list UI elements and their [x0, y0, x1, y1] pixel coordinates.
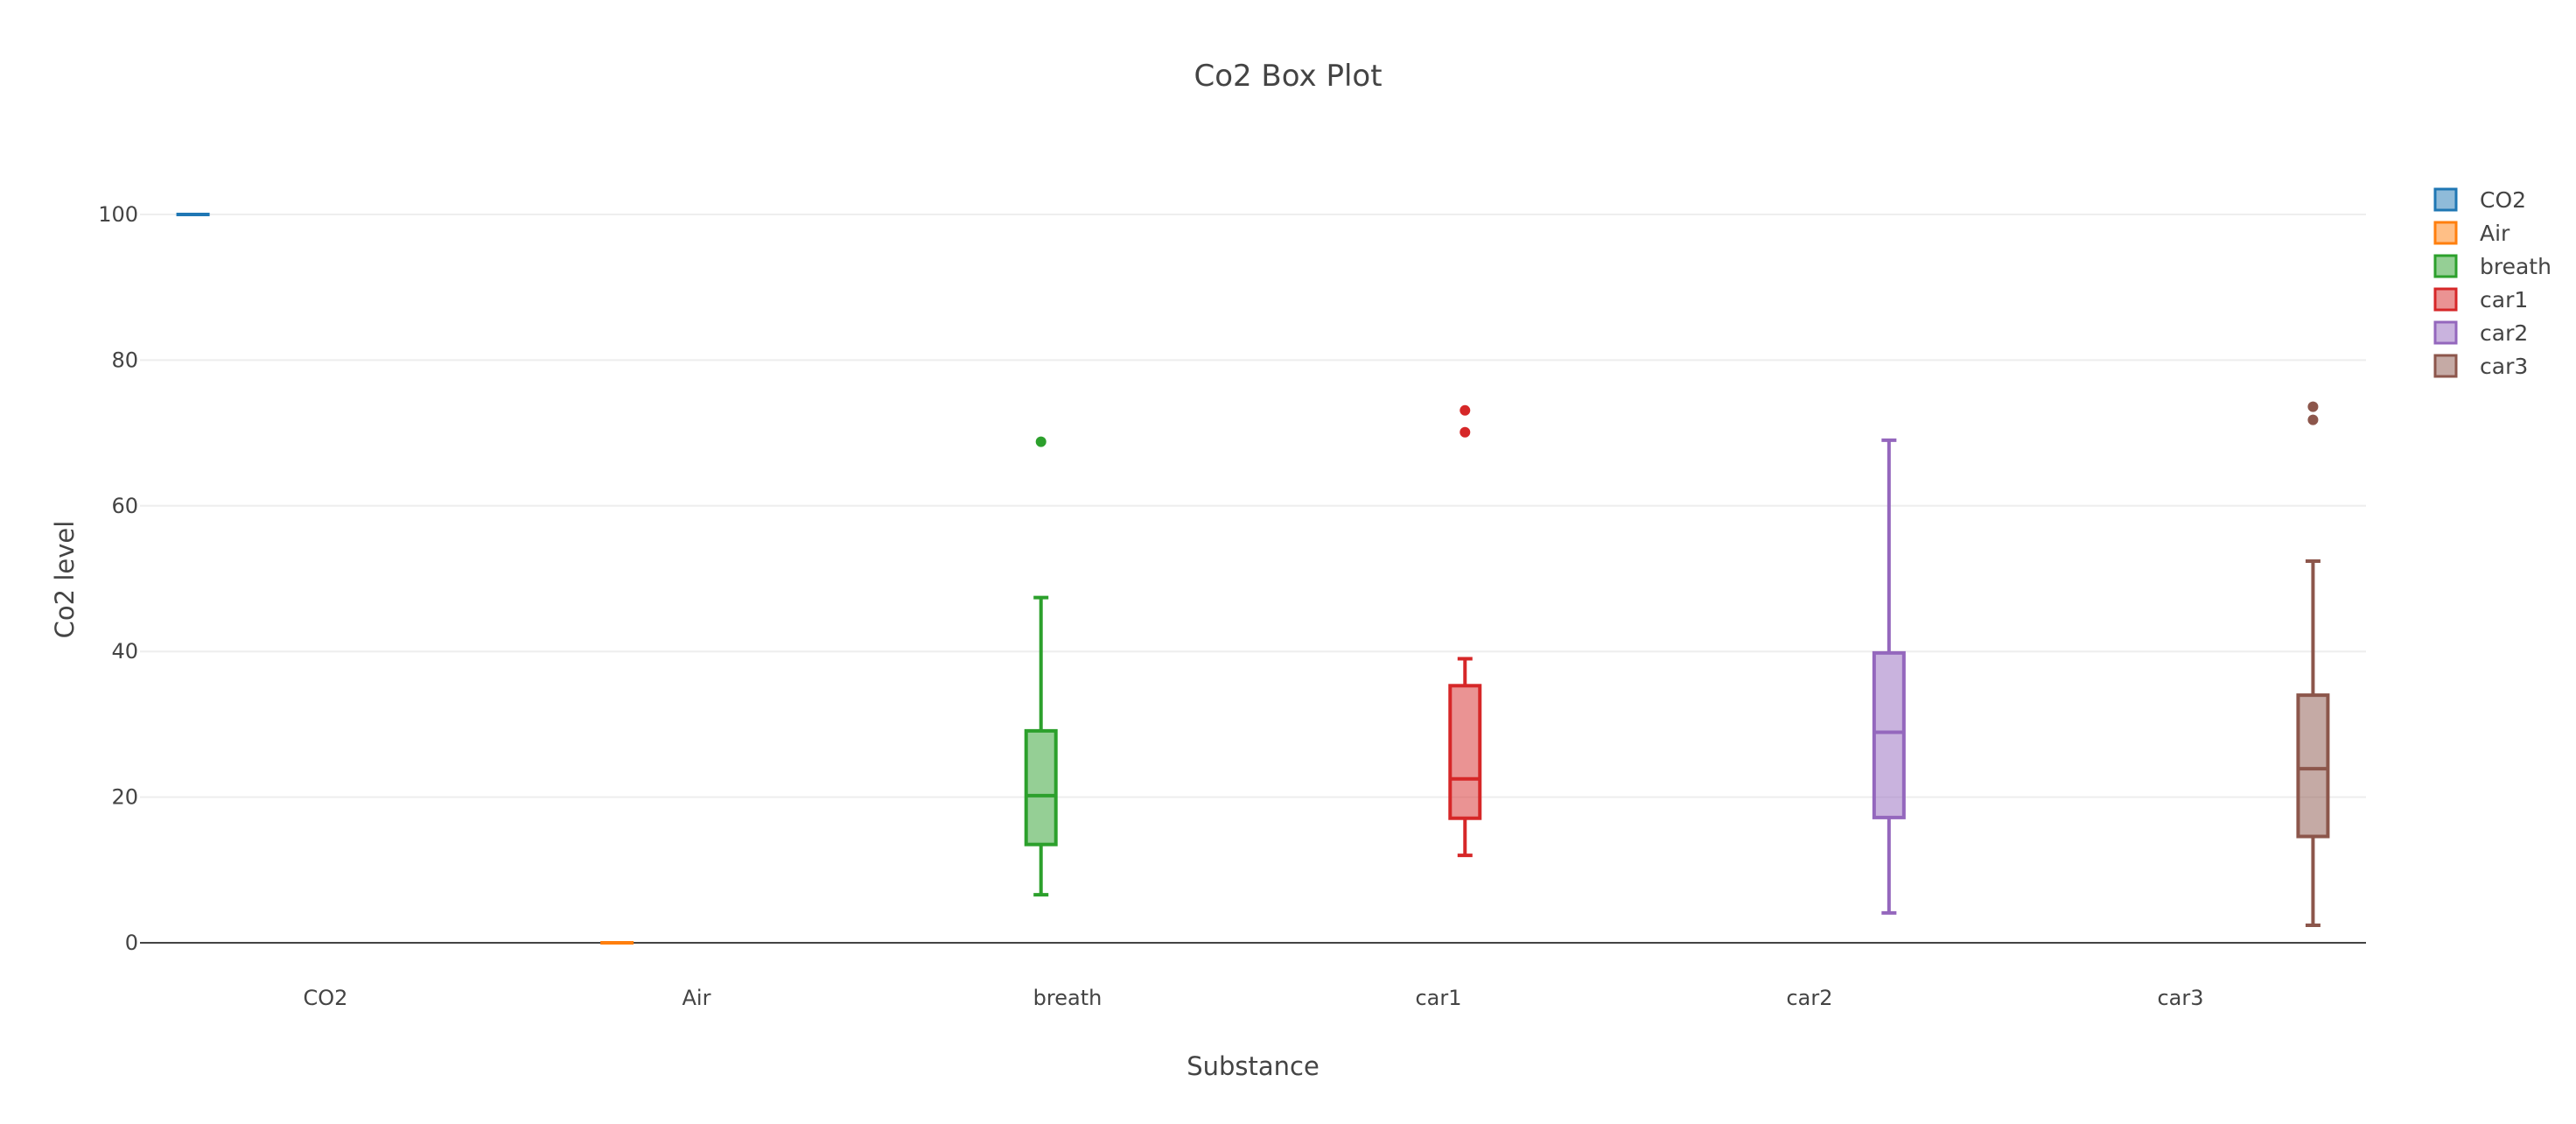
x-tick-label: Air — [682, 986, 711, 1010]
y-tick-label: 80 — [111, 348, 138, 372]
outlier-point — [1035, 436, 1046, 447]
box-body — [1024, 728, 1058, 847]
y-axis-ticks: 0 20 40 60 80 100 — [98, 202, 138, 955]
box-car2 — [1872, 438, 1906, 915]
x-axis-ticks: CO2 Air breath car1 car2 car3 — [304, 986, 2204, 1010]
box-series — [176, 213, 2330, 945]
legend-label: car2 — [2480, 320, 2528, 346]
x-tick-label: breath — [1033, 986, 1102, 1010]
x-tick-label: car1 — [1415, 986, 1461, 1010]
legend-swatch — [2433, 354, 2458, 378]
grid-lines — [140, 214, 2366, 798]
legend-item-car3[interactable]: car3 — [2433, 354, 2528, 379]
outlier-point — [2307, 414, 2319, 425]
legend-swatch — [2433, 287, 2458, 312]
y-tick-label: 0 — [125, 931, 138, 955]
box-car1 — [1448, 404, 1482, 858]
y-tick-label: 60 — [111, 494, 138, 518]
box-car3 — [2296, 401, 2330, 928]
legend-label: car1 — [2480, 287, 2528, 313]
legend-item-CO2[interactable]: CO2 — [2433, 187, 2526, 213]
legend-label: Air — [2480, 221, 2510, 246]
legend-item-breath[interactable]: breath — [2433, 254, 2552, 279]
x-tick-label: car2 — [1786, 986, 1832, 1010]
outlier-point — [1460, 426, 1471, 438]
outlier-point — [1460, 404, 1471, 416]
y-tick-label: 20 — [111, 785, 138, 810]
y-axis-title: Co2 level — [50, 521, 80, 639]
legend-swatch — [2433, 254, 2458, 278]
legend-item-Air[interactable]: Air — [2433, 221, 2510, 246]
outlier-point — [2307, 401, 2319, 412]
box-body — [2296, 693, 2330, 839]
box-body — [1872, 650, 1906, 819]
legend-swatch — [2433, 187, 2458, 212]
legend-item-car1[interactable]: car1 — [2433, 287, 2528, 313]
x-tick-label: car3 — [2157, 986, 2203, 1010]
x-tick-label: CO2 — [304, 986, 348, 1010]
legend-label: breath — [2480, 254, 2552, 279]
y-tick-label: 100 — [98, 202, 138, 227]
legend-label: car3 — [2480, 354, 2528, 379]
x-axis-title: Substance — [1186, 1051, 1320, 1081]
chart-title: Co2 Box Plot — [1194, 59, 1382, 94]
legend-swatch — [2433, 320, 2458, 345]
box-body — [1448, 684, 1482, 820]
legend-swatch — [2433, 221, 2458, 245]
y-tick-label: 40 — [111, 639, 138, 664]
legend-item-car2[interactable]: car2 — [2433, 320, 2528, 346]
box-breath — [1024, 436, 1058, 897]
legend-label: CO2 — [2480, 187, 2526, 213]
legend[interactable]: CO2 Air breath car1 car2 car3 — [2433, 187, 2552, 379]
